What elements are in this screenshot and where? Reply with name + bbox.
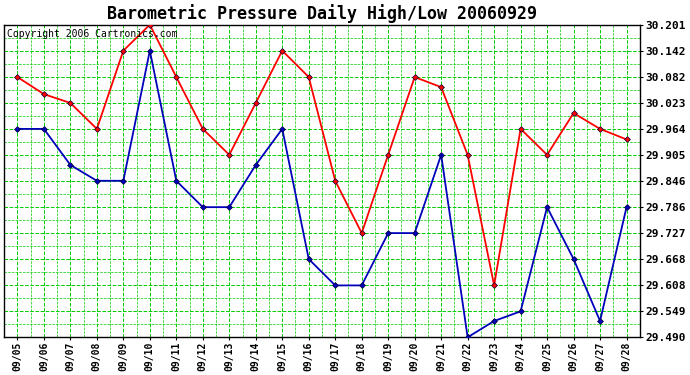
Text: Copyright 2006 Cartronics.com: Copyright 2006 Cartronics.com: [8, 29, 178, 39]
Title: Barometric Pressure Daily High/Low 20060929: Barometric Pressure Daily High/Low 20060…: [107, 4, 537, 23]
